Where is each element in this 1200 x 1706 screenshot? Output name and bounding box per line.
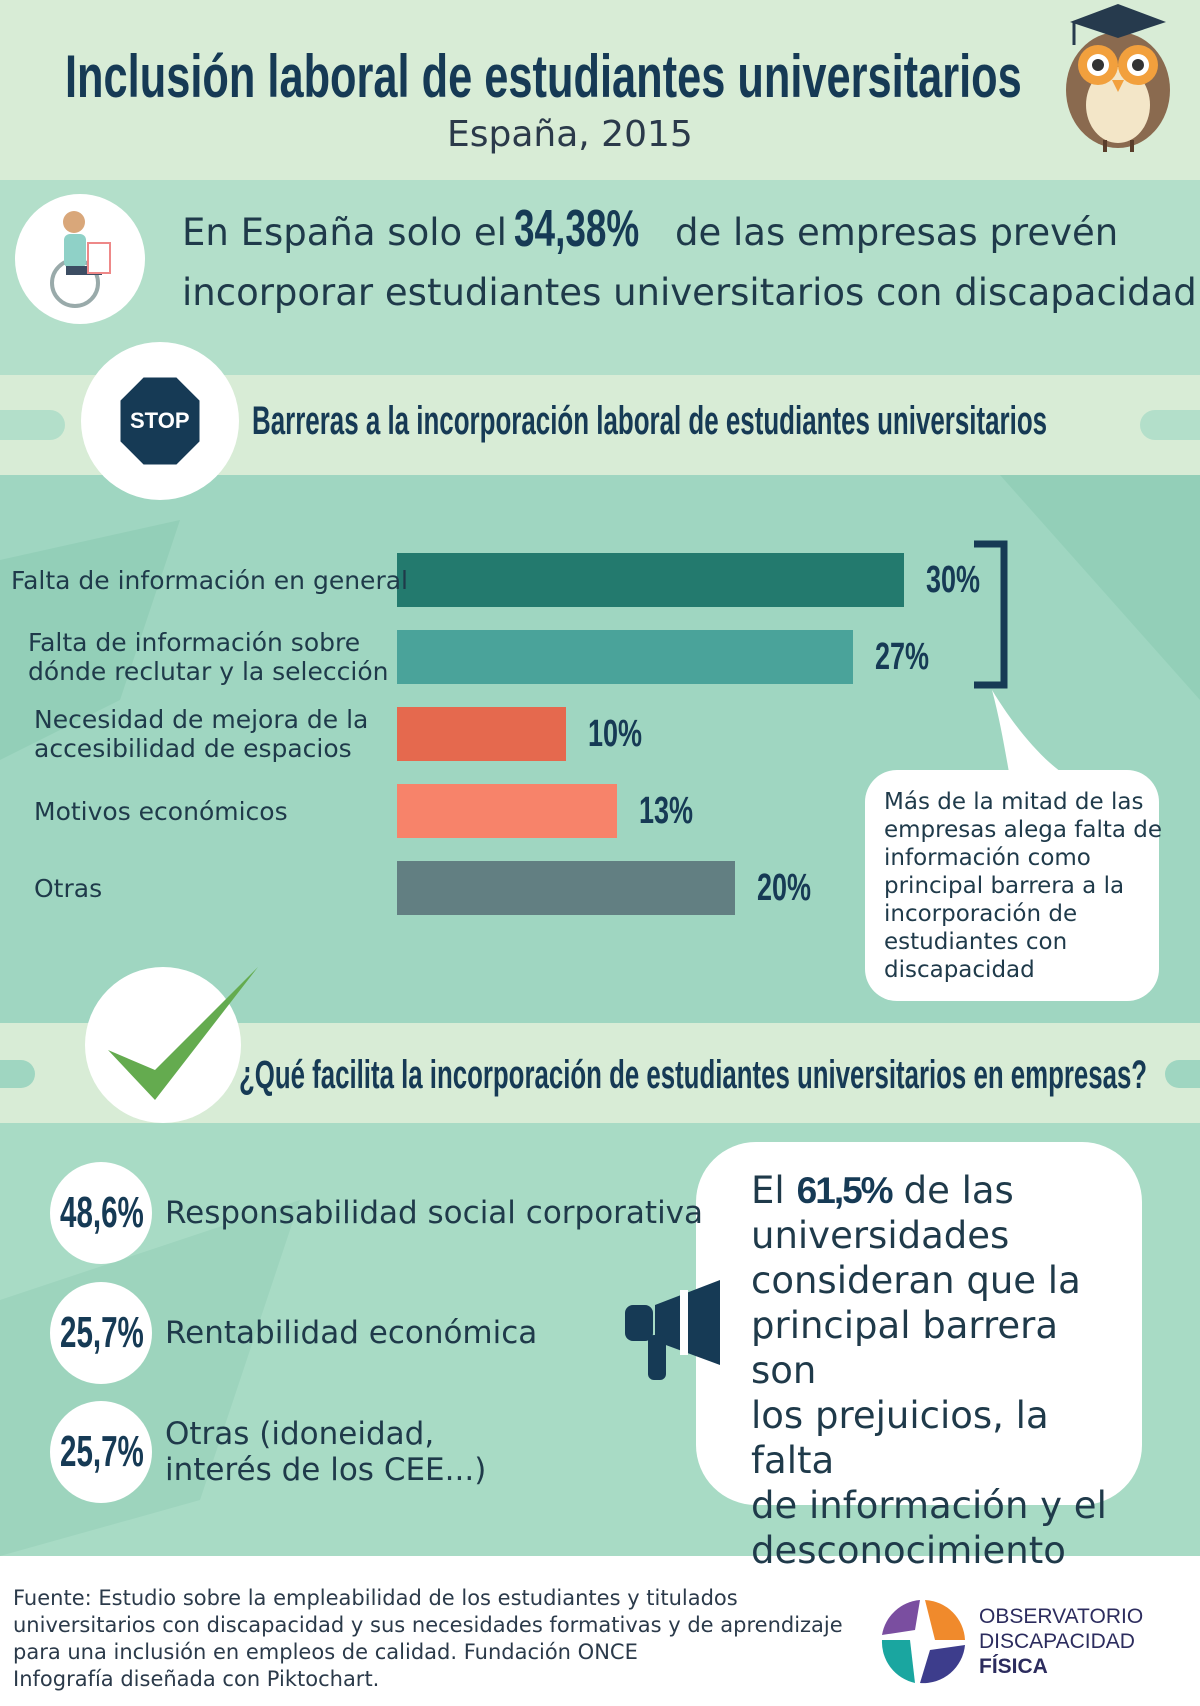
item-label: Rentabilidad económica	[165, 1315, 538, 1351]
item-value: 25,7%	[60, 1308, 144, 1357]
value-label: 20%	[757, 866, 812, 909]
bar	[397, 707, 566, 761]
stop-text: STOP	[130, 408, 190, 433]
highlight-band	[0, 180, 1200, 375]
value-circle	[50, 1162, 152, 1264]
category-label: Necesidad de mejora de la accesibilidad …	[34, 705, 369, 763]
megaphone-icon	[625, 1280, 720, 1380]
stop-icon	[81, 342, 239, 500]
subtitle: España, 2015	[447, 113, 693, 155]
section-title: Barreras a la incorporación laboral de e…	[252, 398, 1048, 443]
owl-icon	[1066, 4, 1170, 152]
bracket	[974, 540, 1008, 689]
value-label: 30%	[926, 558, 981, 601]
value-circle	[50, 1401, 152, 1503]
logo-icon	[881, 1600, 965, 1684]
category-label: Falta de información en general	[11, 565, 408, 595]
bar	[397, 553, 904, 607]
bar	[397, 861, 735, 915]
item-label: Responsabilidad social corporativa	[165, 1195, 704, 1231]
logo-text: DISCAPACIDAD	[979, 1630, 1135, 1653]
category-label: Motivos económicos	[34, 796, 288, 826]
highlight-text: de las empresas prevén	[675, 210, 1119, 254]
check-icon	[85, 967, 258, 1123]
category-label: Otras	[34, 873, 103, 903]
value-circle	[50, 1282, 152, 1384]
callout-tail	[992, 690, 1070, 778]
value-label: 27%	[875, 635, 930, 678]
credit: Infografía diseñada con Piktochart.	[13, 1667, 380, 1691]
quote-part: de las universidades consideran que la p…	[751, 1169, 1107, 1572]
logo-text: OBSERVATORIO	[979, 1605, 1144, 1628]
decor	[0, 520, 180, 760]
quote-bubble	[696, 1142, 1142, 1505]
item-label: Otras (idoneidad, interés de los CEE...)	[165, 1416, 487, 1488]
decor	[0, 1060, 35, 1088]
bar	[397, 630, 854, 684]
wheelchair-icon	[15, 194, 145, 324]
quote-text: El 61,5% de las universidades consideran q…	[751, 1168, 1131, 1573]
source: Fuente: Estudio sobre la empleabilidad d…	[13, 1586, 843, 1664]
value-label: 13%	[638, 789, 693, 832]
quote-part: 61,5%	[796, 1170, 894, 1211]
decor	[1000, 475, 1200, 700]
decor	[0, 410, 65, 440]
item-value: 48,6%	[60, 1188, 144, 1237]
category-label: Falta de información sobre dónde recluta…	[28, 628, 389, 686]
decor	[1140, 410, 1200, 440]
section-title: ¿Qué facilita la incorporación de estudi…	[239, 1052, 1148, 1097]
highlight-text: En España solo el	[182, 210, 507, 254]
logo-text: FÍSICA	[979, 1655, 1048, 1678]
quote-part: El	[751, 1169, 785, 1212]
highlight-value: 34,38%	[514, 200, 640, 258]
bar	[397, 784, 617, 838]
value-label: 10%	[588, 712, 643, 755]
callout-text: Más de la mitad de las empresas alega fa…	[884, 789, 1163, 983]
callout-bubble	[865, 770, 1159, 1001]
highlight-text: incorporar estudiantes universitarios co…	[182, 270, 1197, 314]
header-band	[0, 0, 1200, 180]
item-value: 25,7%	[60, 1427, 144, 1476]
title: Inclusión laboral de estudiantes univers…	[65, 42, 1022, 110]
decor	[1165, 1060, 1200, 1088]
